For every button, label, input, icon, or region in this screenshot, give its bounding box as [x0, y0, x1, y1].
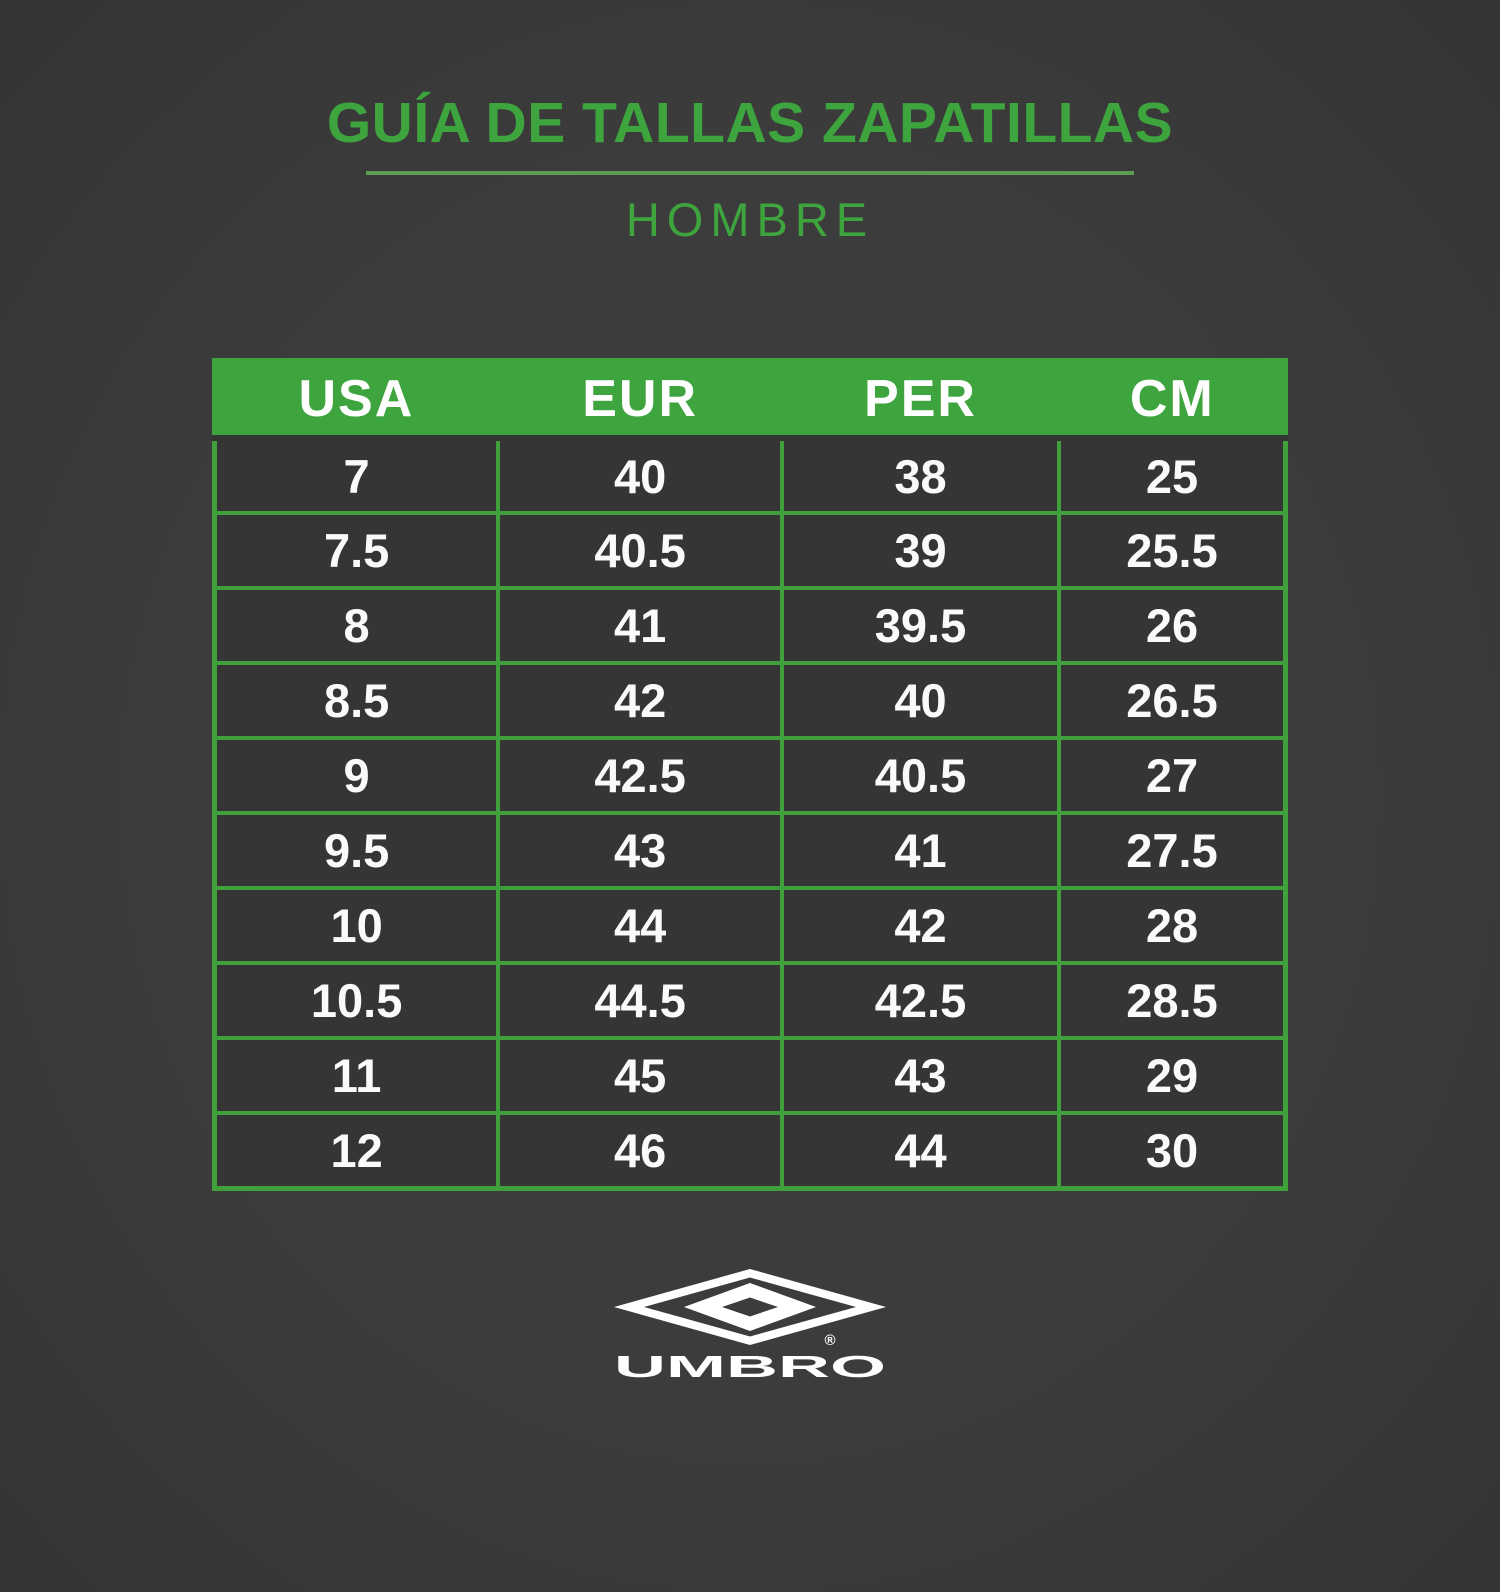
column-header: PER [779, 357, 1062, 442]
table-row: 8.5 42 40 26.5 [212, 661, 1288, 741]
size-cell: 12 [212, 1111, 501, 1191]
size-cell: 11 [212, 1036, 501, 1116]
size-cell: 10 [212, 886, 501, 966]
size-cell: 30 [1057, 1111, 1288, 1191]
header-block: GUÍA DE TALLAS ZAPATILLAS HOMBRE [0, 91, 1500, 247]
size-cell: 40.5 [496, 511, 784, 591]
size-cell: 46 [496, 1111, 784, 1191]
size-cell: 43 [779, 1036, 1062, 1116]
size-cell: 43 [496, 811, 784, 891]
size-cell: 42 [779, 886, 1062, 966]
table-row: 9 42.5 40.5 27 [212, 736, 1288, 816]
size-cell: 40 [496, 436, 784, 516]
table-row: 7 40 38 25 [212, 436, 1288, 516]
size-cell: 29 [1057, 1036, 1288, 1116]
size-cell: 40 [779, 661, 1062, 741]
size-cell: 8.5 [212, 661, 501, 741]
size-cell: 44.5 [496, 961, 784, 1041]
size-cell: 27.5 [1057, 811, 1288, 891]
column-header: USA [212, 357, 501, 442]
size-guide-page: GUÍA DE TALLAS ZAPATILLAS HOMBRE USA EUR P… [0, 91, 1500, 1592]
size-cell: 28 [1057, 886, 1288, 966]
size-table-head: USA EUR PER CM [212, 357, 1289, 442]
size-cell: 26.5 [1057, 661, 1288, 741]
size-cell: 40.5 [779, 736, 1062, 816]
size-cell: 39.5 [779, 586, 1062, 666]
table-row: 7.5 40.5 39 25.5 [212, 511, 1288, 591]
size-cell: 25.5 [1057, 511, 1288, 591]
size-cell: 41 [779, 811, 1062, 891]
column-header: CM [1056, 357, 1289, 442]
size-cell: 44 [779, 1111, 1062, 1191]
footer-block: ® UMBRO [0, 1268, 1500, 1386]
size-cell: 9 [212, 736, 501, 816]
size-table-body: 7 40 38 25 7.5 40.5 39 25.5 8 41 39.5 26 8.5 42 40 26.5… [212, 436, 1288, 1191]
size-cell: 39 [779, 511, 1062, 591]
size-cell: 45 [496, 1036, 784, 1116]
brand-wordmark: UMBRO [614, 1349, 886, 1381]
table-row: 10 44 42 28 [212, 886, 1288, 966]
size-cell: 27 [1057, 736, 1288, 816]
table-row: 8 41 39.5 26 [212, 586, 1288, 666]
umbro-inner-diamond-icon [684, 1282, 816, 1331]
table-row: 11 45 43 29 [212, 1036, 1288, 1116]
umbro-double-diamond-icon [614, 1268, 886, 1345]
size-cell: 7.5 [212, 511, 501, 591]
size-cell: 28.5 [1057, 961, 1288, 1041]
size-cell: 42 [496, 661, 784, 741]
size-cell: 7 [212, 436, 501, 516]
size-cell: 41 [496, 586, 784, 666]
registered-mark: ® [824, 1332, 835, 1349]
page-subtitle: HOMBRE [625, 192, 875, 246]
size-cell: 26 [1057, 586, 1288, 666]
size-cell: 8 [212, 586, 501, 666]
size-cell: 44 [496, 886, 784, 966]
size-table: USA EUR PER CM 7 40 38 25 7.5 40.5 39 25.5 8 41 39.5 2… [212, 357, 1289, 1191]
column-header: EUR [495, 357, 785, 442]
size-cell: 10.5 [212, 961, 501, 1041]
size-cell: 42.5 [779, 961, 1062, 1041]
title-underline-divider [366, 170, 1134, 175]
table-row: 9.5 43 41 27.5 [212, 811, 1288, 891]
table-row: 12 46 44 30 [212, 1111, 1288, 1191]
table-row: 10.5 44.5 42.5 28.5 [212, 961, 1288, 1041]
size-cell: 25 [1057, 436, 1288, 516]
umbro-logo: ® UMBRO [614, 1268, 886, 1381]
size-cell: 38 [779, 436, 1062, 516]
page-title: GUÍA DE TALLAS ZAPATILLAS [326, 91, 1174, 155]
size-cell: 42.5 [496, 736, 784, 816]
size-table-container: USA EUR PER CM 7 40 38 25 7.5 40.5 39 25.5 8 41 39.5 2… [212, 357, 1289, 1191]
header-row: USA EUR PER CM [212, 357, 1289, 442]
size-cell: 9.5 [212, 811, 501, 891]
